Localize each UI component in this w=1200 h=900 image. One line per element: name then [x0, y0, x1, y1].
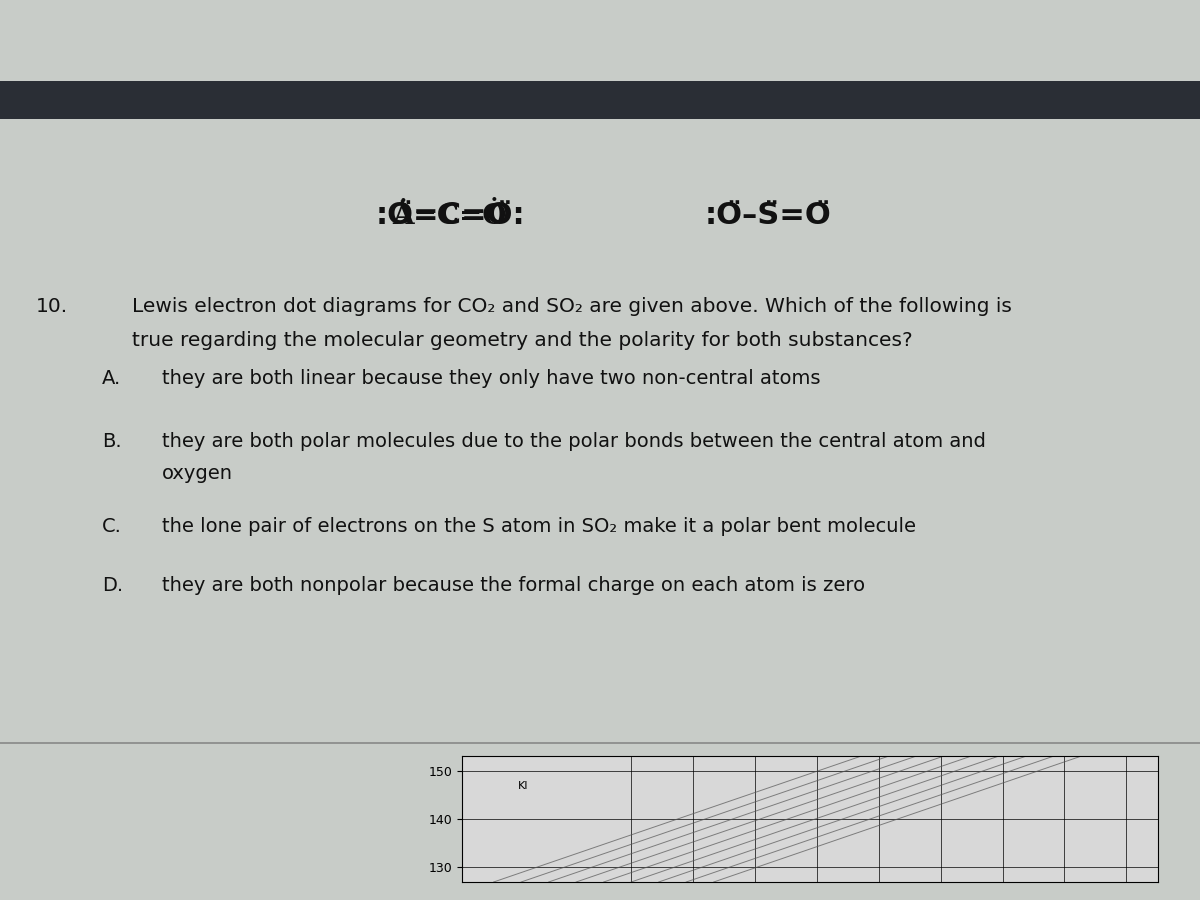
Text: Ȧ=C=Ȯ: Ȧ=C=Ȯ: [392, 202, 508, 230]
Text: :Ö–S̈=Ö: :Ö–S̈=Ö: [704, 202, 832, 230]
Text: they are both linear because they only have two non-central atoms: they are both linear because they only h…: [162, 369, 821, 388]
Text: they are both polar molecules due to the polar bonds between the central atom an: they are both polar molecules due to the…: [162, 432, 986, 451]
Text: :Ö=C=Ö:: :Ö=C=Ö:: [376, 202, 524, 230]
Text: A.: A.: [102, 369, 121, 388]
Text: C.: C.: [102, 518, 122, 536]
Text: the lone pair of electrons on the S atom in SO₂ make it a polar bent molecule: the lone pair of electrons on the S atom…: [162, 518, 916, 536]
Text: Ṓ=C=Ṓ: Ṓ=C=Ṓ: [391, 201, 509, 231]
Text: oxygen: oxygen: [162, 464, 233, 483]
Text: D.: D.: [102, 576, 124, 595]
Text: 10.: 10.: [36, 297, 68, 316]
Text: Lewis electron dot diagrams for CO₂ and SO₂ are given above. Which of the follow: Lewis electron dot diagrams for CO₂ and …: [132, 297, 1012, 316]
Text: they are both nonpolar because the formal charge on each atom is zero: they are both nonpolar because the forma…: [162, 576, 865, 595]
Text: B.: B.: [102, 432, 121, 451]
Text: KI: KI: [517, 781, 528, 791]
Text: true regarding the molecular geometry and the polarity for both substances?: true regarding the molecular geometry an…: [132, 331, 913, 350]
Bar: [0, 81, 1200, 119]
